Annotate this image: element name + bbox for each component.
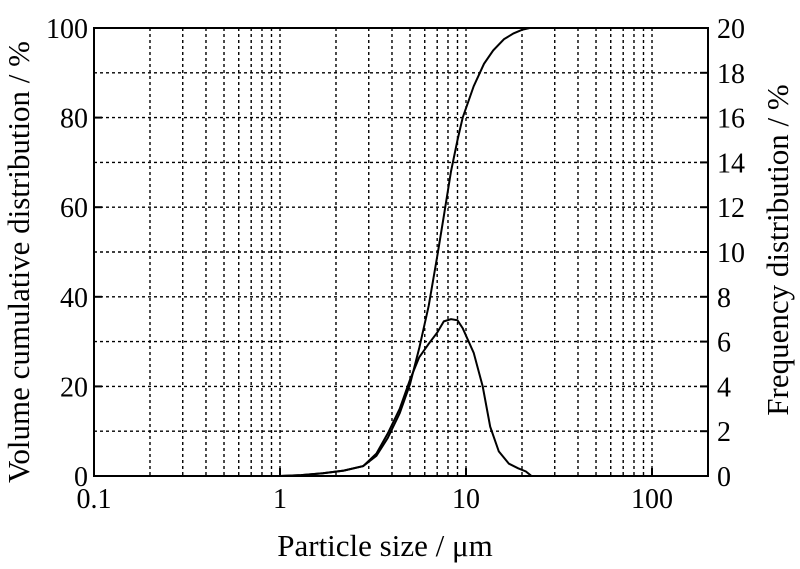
y-right-tick-label: 14 — [717, 148, 745, 179]
y-right-tick-label: 18 — [717, 59, 745, 90]
y-right-tick-label: 12 — [717, 193, 745, 224]
y-left-tick-label: 0 — [74, 462, 88, 493]
y-right-tick-label: 10 — [717, 238, 745, 269]
x-tick-label: 100 — [631, 484, 673, 515]
y-left-axis-title: Volume cumulative distribution / % — [1, 41, 36, 483]
y-right-tick-label: 0 — [717, 462, 731, 493]
y-right-tick-label: 20 — [717, 14, 745, 45]
y-right-tick-label: 4 — [717, 372, 731, 403]
y-right-tick-label: 2 — [717, 417, 731, 448]
frequency-distribution-curve — [279, 318, 533, 477]
y-left-tick-label: 40 — [60, 283, 88, 314]
data-curves — [279, 27, 533, 477]
x-tick-label: 10 — [452, 484, 480, 515]
x-tick-label: 1 — [273, 484, 287, 515]
y-right-axis-title: Frequency distribution / % — [760, 84, 795, 415]
y-right-tick-label: 16 — [717, 104, 745, 135]
x-tick-label: 0.1 — [77, 484, 112, 515]
x-axis-title: Particle size / μm — [277, 528, 492, 563]
y-right-tick-label: 8 — [717, 283, 731, 314]
axis-ticks — [93, 27, 708, 477]
y-left-tick-label: 60 — [60, 193, 88, 224]
y-right-tick-label: 6 — [717, 328, 731, 359]
tick-labels: 0.1 1 10 100 0 20 40 60 80 100 0 2 4 6 8 10 12 14 16 18 20 — [46, 14, 745, 515]
y-left-tick-label: 100 — [46, 14, 88, 45]
grid-lines — [94, 28, 708, 476]
y-left-tick-label: 20 — [60, 372, 88, 403]
y-left-tick-label: 80 — [60, 104, 88, 135]
